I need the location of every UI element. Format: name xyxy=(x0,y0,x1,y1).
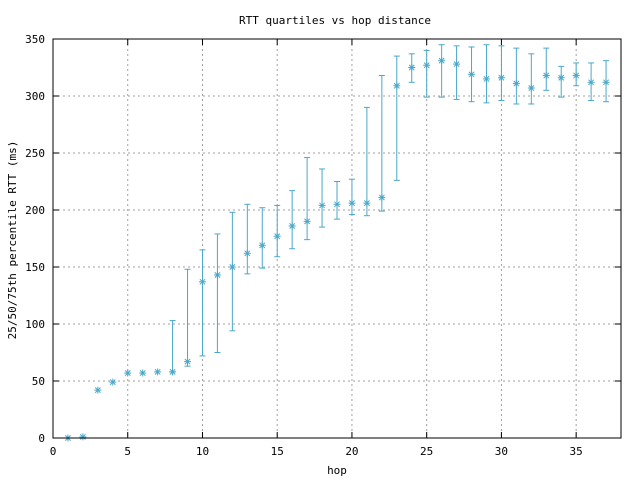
median-point xyxy=(453,60,461,68)
median-point xyxy=(139,369,147,377)
median-point xyxy=(333,200,341,208)
y-tick-label: 100 xyxy=(25,318,45,331)
median-point xyxy=(198,278,206,286)
grid-lines xyxy=(53,39,621,438)
median-point xyxy=(557,74,565,82)
median-point xyxy=(348,199,356,207)
median-point xyxy=(497,74,505,82)
median-point xyxy=(273,232,281,240)
median-point xyxy=(258,241,266,249)
median-point xyxy=(124,369,132,377)
median-point xyxy=(243,249,251,257)
median-point xyxy=(587,78,595,86)
median-point xyxy=(602,78,610,86)
median-point xyxy=(94,386,102,394)
x-tick-label: 25 xyxy=(420,445,433,458)
median-point xyxy=(303,217,311,225)
y-tick-label: 350 xyxy=(25,33,45,46)
chart-title: RTT quartiles vs hop distance xyxy=(239,14,431,27)
y-tick-label: 150 xyxy=(25,261,45,274)
median-point xyxy=(482,75,490,83)
median-point xyxy=(213,271,221,279)
median-point xyxy=(169,368,177,376)
y-axis-label: 25/50/75th percentile RTT (ms) xyxy=(6,141,19,340)
y-tick-label: 50 xyxy=(32,375,45,388)
x-tick-label: 5 xyxy=(124,445,131,458)
axis-ticks: 0 50 100 150 200 250 300 350 0 5 10 15 20 25 30 35 xyxy=(25,33,621,458)
x-tick-label: 30 xyxy=(495,445,508,458)
median-point xyxy=(154,368,162,376)
y-tick-label: 200 xyxy=(25,204,45,217)
plot-frame xyxy=(52,38,622,439)
median-point xyxy=(512,79,520,87)
median-point xyxy=(228,263,236,271)
x-tick-label: 20 xyxy=(345,445,358,458)
median-point xyxy=(438,57,446,65)
x-tick-label: 10 xyxy=(196,445,209,458)
median-point xyxy=(378,193,386,201)
median-point xyxy=(318,201,326,209)
y-tick-label: 250 xyxy=(25,147,45,160)
median-point xyxy=(363,199,371,207)
x-tick-label: 0 xyxy=(50,445,57,458)
x-axis-label: hop xyxy=(327,464,347,477)
median-point xyxy=(527,84,535,92)
median-point xyxy=(542,71,550,79)
median-point xyxy=(423,61,431,69)
median-point xyxy=(393,82,401,90)
y-tick-label: 300 xyxy=(25,90,45,103)
x-tick-label: 15 xyxy=(271,445,284,458)
x-tick-label: 35 xyxy=(570,445,583,458)
median-point xyxy=(468,70,476,78)
median-point xyxy=(184,358,192,366)
y-tick-label: 0 xyxy=(38,432,45,445)
data-series xyxy=(64,44,610,442)
median-point xyxy=(288,222,296,230)
median-point xyxy=(79,433,87,441)
median-point xyxy=(408,64,416,71)
median-point xyxy=(109,378,117,386)
median-point xyxy=(572,71,580,79)
